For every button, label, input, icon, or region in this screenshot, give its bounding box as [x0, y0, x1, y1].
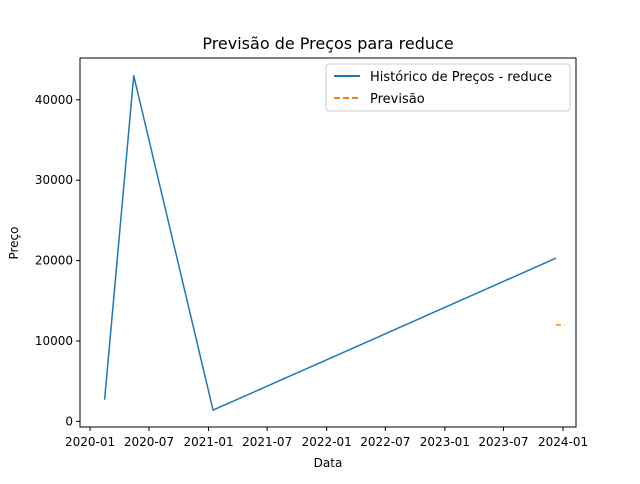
- plot-area-frame: [79, 57, 577, 428]
- legend-label-forecast: Previsão: [370, 92, 425, 107]
- x-tick-label: 2020-01: [65, 435, 115, 449]
- chart-title: Previsão de Preços para reduce: [202, 34, 453, 53]
- x-axis-label: Data: [314, 456, 343, 470]
- series-line-0: [103, 74, 557, 411]
- y-tick-label: 40000: [35, 93, 73, 107]
- x-tick-label: 2023-01: [420, 435, 470, 449]
- y-tick-label: 10000: [35, 334, 73, 348]
- legend-box: [325, 63, 571, 112]
- x-tick-label: 2024-01: [538, 435, 588, 449]
- y-tick-label: 30000: [35, 173, 73, 187]
- y-tick-label: 20000: [35, 254, 73, 268]
- x-tick-label: 2021-01: [183, 435, 233, 449]
- x-tick-label: 2023-07: [478, 435, 528, 449]
- x-tick-label: 2021-07: [242, 435, 292, 449]
- legend: Histórico de Preços - reduce Previsão: [325, 63, 571, 112]
- legend-label-history: Histórico de Preços - reduce: [370, 70, 552, 85]
- x-tick-label: 2020-07: [124, 435, 174, 449]
- y-axis-label: Preço: [7, 226, 21, 259]
- x-tick-label: 2022-07: [360, 435, 410, 449]
- x-tick-label: 2022-01: [302, 435, 352, 449]
- y-tick-label: 0: [65, 414, 73, 428]
